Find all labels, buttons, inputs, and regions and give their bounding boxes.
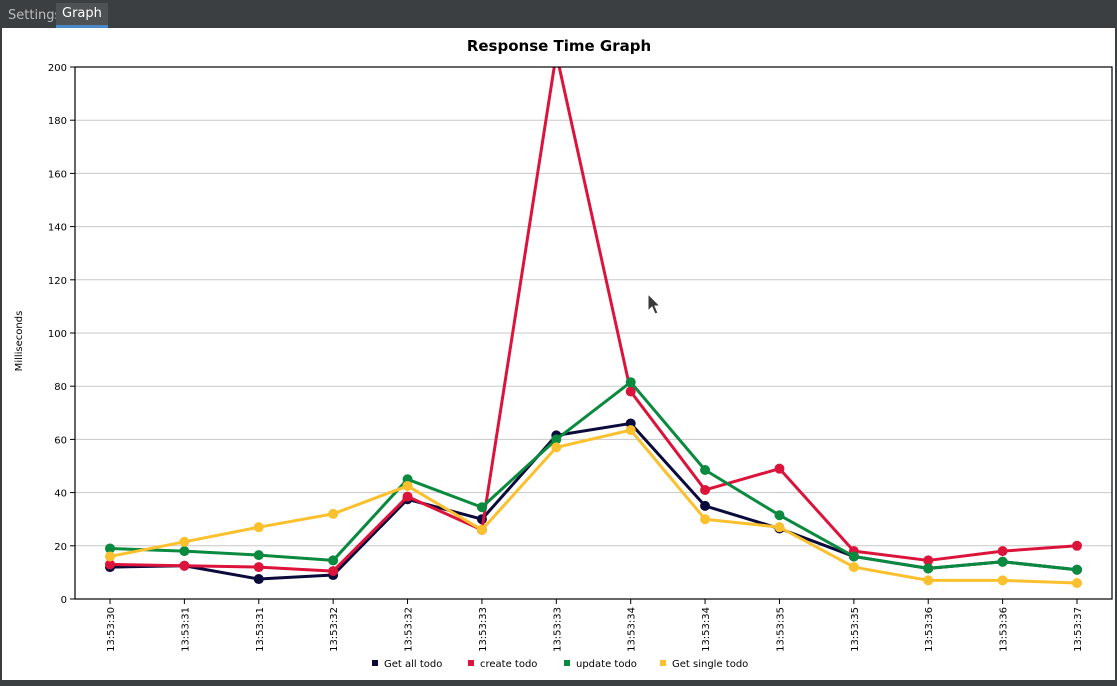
x-tick-label: 13:53:35: [850, 607, 861, 652]
y-tick-label: 20: [54, 542, 67, 553]
series-line-create-todo: [109, 67, 1078, 573]
data-point-update-todo: [476, 502, 487, 513]
legend-swatch-create-todo: [468, 660, 474, 666]
tab-graph[interactable]: Graph: [56, 3, 108, 28]
data-point-create-todo: [328, 566, 339, 577]
x-tick-label: 13:53:34: [627, 607, 638, 652]
data-point-update-todo: [253, 550, 264, 561]
series-line-get-single-todo: [109, 428, 1078, 585]
x-tick-label: 13:53:30: [106, 607, 117, 652]
x-tick-label: 13:53:36: [924, 607, 935, 652]
x-axis-ticks: 13:53:30 13:53:31 13:53:31 13:53:32 13:53:32…: [106, 599, 1084, 652]
x-tick-label: 13:53:31: [180, 607, 191, 652]
data-point-get-single-todo: [551, 442, 562, 453]
legend-label-get-all-todo: Get all todo: [384, 659, 442, 670]
data-point-create-todo: [1072, 540, 1082, 551]
series-line-update-todo: [109, 380, 1078, 572]
x-tick-label: 13:53:37: [1073, 607, 1084, 652]
data-point-get-single-todo: [700, 514, 711, 525]
mouse-pointer-icon: [647, 293, 661, 315]
data-point-update-todo: [105, 543, 115, 554]
data-point-create-todo: [774, 463, 785, 474]
tab-bar: Settings Graph: [0, 0, 1117, 28]
data-point-update-todo: [923, 563, 934, 574]
legend-swatch-get-all-todo: [372, 660, 378, 666]
x-tick-label: 13:53:32: [329, 607, 340, 652]
bottom-strip: [0, 680, 1117, 686]
data-point-update-todo: [179, 546, 190, 557]
x-tick-label: 13:53:33: [552, 607, 563, 652]
y-tick-label: 200: [48, 63, 67, 74]
x-tick-label: 13:53:31: [255, 607, 266, 652]
data-point-update-todo: [551, 434, 562, 445]
data-point-update-todo: [774, 510, 785, 521]
legend-swatch-update-todo: [564, 660, 570, 666]
data-point-update-todo: [997, 556, 1008, 567]
legend-label-get-single-todo: Get single todo: [672, 659, 748, 670]
data-point-create-todo: [700, 484, 711, 495]
graph-panel: Response Time Graph Milliseconds 0 20 40 60…: [2, 28, 1115, 680]
data-point-update-todo: [625, 377, 636, 388]
x-tick-label: 13:53:34: [701, 607, 712, 652]
y-axis-ticks: 0 20 40 60 80 100 120 140 160 180 200: [48, 63, 75, 606]
data-point-get-single-todo: [997, 575, 1008, 586]
plot-area-border: [74, 66, 1113, 600]
data-point-create-todo: [253, 562, 264, 573]
y-tick-label: 140: [48, 223, 67, 234]
data-point-get-single-todo: [625, 425, 636, 436]
y-tick-label: 180: [48, 116, 67, 127]
data-point-create-todo: [105, 559, 115, 570]
data-point-create-todo: [179, 560, 190, 571]
chart-title: Response Time Graph: [467, 37, 651, 55]
data-point-create-todo: [923, 555, 934, 566]
legend-label-create-todo: create todo: [480, 659, 537, 670]
data-point-get-single-todo: [923, 575, 934, 586]
data-point-update-todo: [328, 555, 339, 566]
grid-lines: [75, 66, 1112, 600]
series-lines: [105, 67, 1082, 589]
data-point-get-all-todo: [253, 574, 264, 585]
x-tick-label: 13:53:35: [775, 607, 786, 652]
series-create-todo: [105, 67, 1082, 577]
data-point-get-single-todo: [253, 522, 264, 533]
legend-label-update-todo: update todo: [576, 659, 637, 670]
legend: Get all todo create todo update todo Get si…: [372, 659, 748, 670]
data-point-update-todo: [848, 551, 859, 562]
x-tick-label: 13:53:32: [404, 607, 415, 652]
y-tick-label: 120: [48, 276, 67, 287]
series-update-todo: [105, 377, 1082, 575]
response-time-chart: Response Time Graph Milliseconds 0 20 40 60…: [14, 37, 1113, 670]
tab-settings[interactable]: Settings: [8, 8, 62, 23]
data-point-get-single-todo: [774, 522, 785, 533]
data-point-create-todo: [402, 491, 413, 502]
y-tick-label: 160: [48, 169, 67, 180]
y-tick-label: 80: [54, 382, 67, 393]
data-point-get-single-todo: [1072, 578, 1082, 589]
data-point-get-single-todo: [402, 480, 413, 491]
series-get-single-todo: [105, 425, 1082, 589]
data-point-update-todo: [1072, 564, 1082, 575]
x-tick-label: 13:53:36: [999, 607, 1010, 652]
x-tick-label: 13:53:33: [478, 607, 489, 652]
y-tick-label: 0: [61, 595, 67, 606]
data-point-get-single-todo: [328, 508, 339, 519]
data-point-get-all-todo: [700, 500, 711, 511]
data-point-get-single-todo: [476, 524, 487, 535]
data-point-get-single-todo: [179, 536, 190, 547]
y-tick-label: 100: [48, 329, 67, 340]
data-point-get-single-todo: [848, 562, 859, 573]
legend-swatch-get-single-todo: [660, 660, 666, 666]
y-tick-label: 40: [54, 489, 67, 500]
data-point-create-todo: [997, 546, 1008, 557]
data-point-get-single-todo: [105, 551, 115, 562]
data-point-create-todo: [625, 386, 636, 397]
y-tick-label: 60: [54, 435, 67, 446]
data-point-update-todo: [700, 464, 711, 475]
y-axis-label: Milliseconds: [14, 311, 25, 372]
